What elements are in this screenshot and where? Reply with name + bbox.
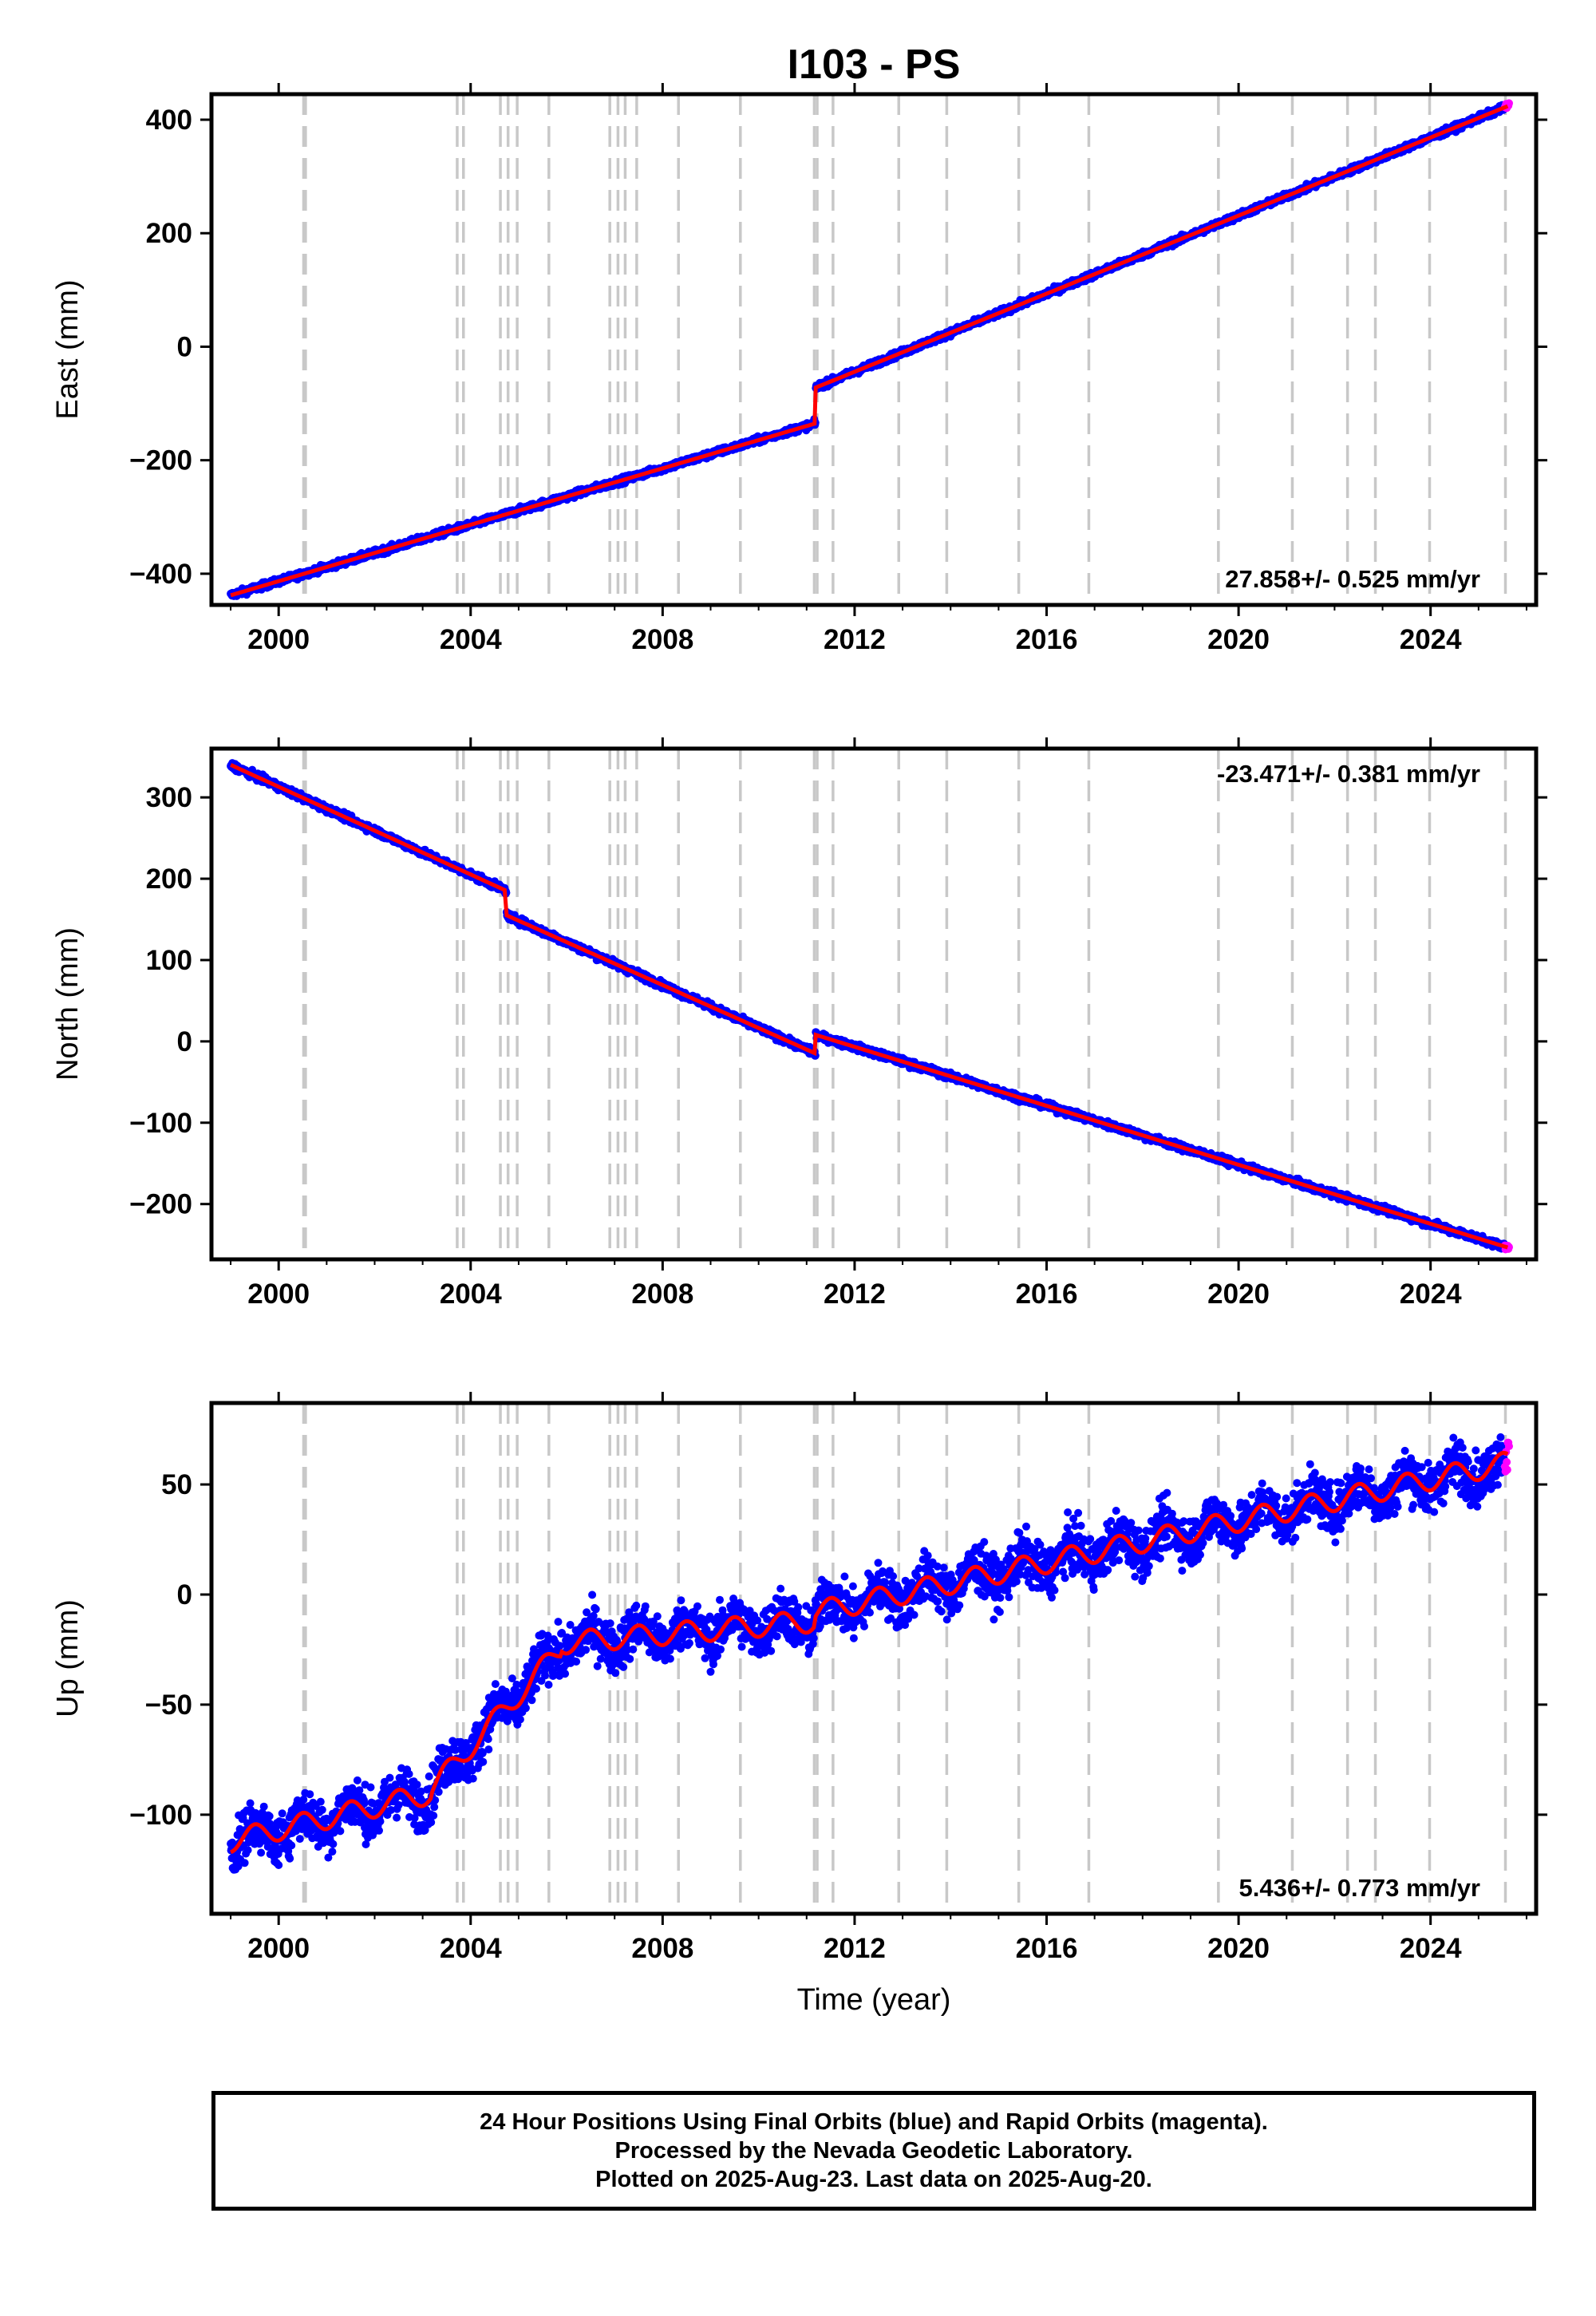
panel-1: 2000 2004 2008 2012 2016 2020 2024 −400 −200 0 200…: [51, 83, 1547, 655]
x-tick-label: 2000: [247, 624, 310, 655]
plot-area: [227, 759, 1513, 1254]
model-line: [230, 104, 1509, 598]
y-tick-label: 400: [146, 105, 192, 136]
y-tick-label: 200: [146, 218, 192, 249]
x-tick-label: 2012: [824, 624, 886, 655]
x-tick-label: 2016: [1016, 624, 1078, 655]
series-final: [227, 759, 1509, 1253]
x-tick-label: 2004: [440, 624, 502, 655]
x-tick-label: 2008: [631, 624, 693, 655]
y-tick-label: −200: [129, 445, 192, 476]
y-tick-label: −400: [129, 559, 192, 590]
plot-area: [227, 99, 1513, 600]
axes-frame: [209, 92, 1539, 607]
panel-2: 2000 2004 2008 2012 2016 2020 2024−200−1000100…: [51, 737, 1547, 1310]
series-final: [227, 101, 1509, 600]
x-tick-label: 2020: [1207, 624, 1270, 655]
velocity-label: 27.858+/- 0.525 mm/yr: [1225, 565, 1480, 593]
x-tick-label: 2024: [1400, 624, 1462, 655]
figure-title: I103 - PS: [788, 41, 961, 88]
y-axis-label: East (mm): [51, 279, 85, 419]
y-tick-label: 0: [177, 331, 192, 362]
